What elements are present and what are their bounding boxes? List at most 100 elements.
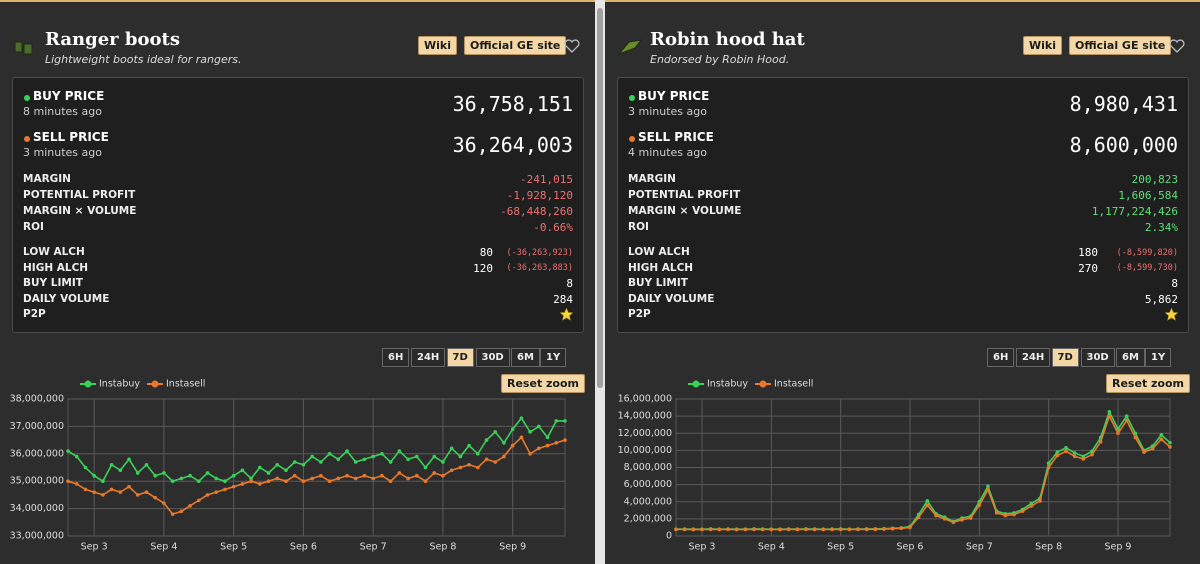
alch-note: (-36,263,883) [506,263,573,274]
point [83,487,88,492]
point [327,479,332,483]
point [301,462,306,467]
point [717,527,722,532]
range-button[interactable]: 6H [382,348,410,367]
point [1168,440,1172,445]
range-button[interactable]: 7D [1051,348,1079,367]
point [101,479,105,483]
range-button[interactable]: 24H [411,348,446,367]
point [258,482,262,486]
y-tick-label: 38,000,000 [10,394,64,405]
item-panel: Robin hood hat Endorsed by Robin Hood. Wik… [605,0,1200,564]
point [170,512,175,516]
point [476,452,480,456]
sell-time: 3 minutes ago [23,146,102,159]
point [1055,453,1060,458]
point [804,527,808,532]
y-tick-label: 35,000,000 [10,476,64,487]
y-tick-label: 4,000,000 [624,496,672,507]
point [1064,446,1068,450]
point [899,526,904,531]
sell-price: 8,600,000 [1069,133,1178,157]
point [432,471,437,475]
point [162,471,166,475]
x-tick-label: Sep 8 [1035,542,1062,553]
point [986,484,990,489]
point [258,465,262,470]
point [1090,452,1094,457]
wiki-link[interactable]: Wiki [1023,36,1062,55]
point [66,479,70,483]
favorite-heart[interactable] [564,39,580,53]
buy-time: 3 minutes ago [628,105,707,118]
info-label: HIGH ALCH [628,261,694,274]
price-chart: 0 2,000,000 4,000,000 6,000,000 8,000,000 10,… [618,379,1172,553]
point [353,460,358,464]
range-button[interactable]: 24H [1016,348,1051,367]
info-label: DAILY VOLUME [23,292,110,305]
range-button[interactable]: 7D [446,348,474,367]
point [310,476,314,481]
margin-value: -0.66% [533,221,573,234]
range-button[interactable]: 6M [1116,348,1145,367]
point [336,457,341,462]
point [127,457,131,462]
point [994,511,999,515]
point [691,527,696,532]
point [231,484,236,489]
info-label: P2P [23,308,46,321]
point [528,452,532,456]
legend-label: Instasell [166,379,205,390]
point [388,479,393,483]
range-button[interactable]: 6H [987,348,1015,367]
x-tick-label: Sep 9 [499,542,526,553]
y-tick-label: 10,000,000 [618,445,672,456]
info-label: LOW ALCH [628,246,690,258]
point [1046,461,1051,466]
range-button[interactable]: 30D [1080,348,1115,367]
point [864,527,869,532]
icon-shape [617,39,643,56]
buy-label: BUY PRICE [638,89,710,103]
range-button[interactable]: 30D [475,348,510,367]
x-tick-label: Sep 4 [150,542,177,553]
point [1142,450,1146,454]
margin-label: ROI [628,221,649,233]
point [734,527,739,532]
range-button[interactable]: 1Y [1145,348,1172,367]
reset-zoom[interactable]: Reset zoom [501,374,586,393]
legend-dot [84,380,92,388]
ge-link[interactable]: Official GE site [464,36,567,55]
point [74,482,79,486]
info-label: P2P [628,308,651,321]
point [682,527,687,532]
ge-link[interactable]: Official GE site [1069,36,1172,55]
point [345,449,349,453]
point [371,476,375,481]
point [380,452,384,456]
series-line [675,414,1171,531]
range-button[interactable]: 6M [511,348,540,367]
point [960,517,964,522]
point [1029,504,1034,508]
point [214,490,219,494]
point [708,527,713,532]
margin-label: POTENTIAL PROFIT [628,189,741,201]
point [986,487,990,492]
favorite-heart[interactable] [1169,39,1185,53]
point [153,495,157,500]
p2p-star [1165,308,1178,322]
info-label: DAILY VOLUME [628,292,715,305]
reset-zoom[interactable]: Reset zoom [1106,374,1191,393]
margin-value: -68,448,260 [500,205,573,218]
point [214,476,219,481]
point [476,465,480,470]
point [118,468,123,473]
range-button[interactable]: 1Y [540,348,567,367]
y-tick-label: 6,000,000 [624,479,672,490]
x-tick-label: Sep 8 [429,542,456,553]
point [441,473,445,478]
y-tick-label: 14,000,000 [618,411,672,422]
wiki-link[interactable]: Wiki [418,36,457,55]
